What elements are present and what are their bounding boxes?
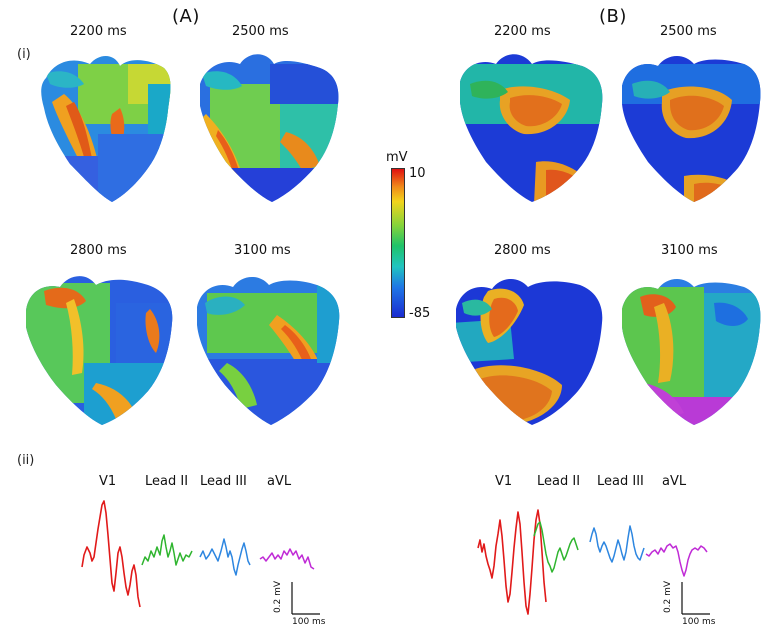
panel-a-ecg-trace-lead-iii [199, 538, 251, 576]
panel-b-ecg-trace-v1 [477, 509, 547, 615]
panel-b-lead-label-v1: V1 [495, 474, 513, 489]
section-ii-label: (ii) [17, 453, 35, 468]
panel-a-lead-label-avl: aVL [267, 474, 292, 489]
panel-b-ecg-trace-avl [645, 543, 708, 577]
panel-b-time-label-2800: 2800 ms [494, 243, 551, 258]
heart-map-a-2200 [28, 44, 188, 204]
heart-map-a-3100 [187, 263, 352, 428]
panel-a-time-label-2500: 2500 ms [232, 24, 289, 39]
panel-a-scalebar-voltage-label: 0.2 mV [273, 580, 284, 614]
panel-a-scalebar [291, 582, 320, 615]
panel-b-title: (B) [599, 6, 627, 27]
colorbar-max-label: 10 [409, 166, 426, 181]
colorbar-unit-label: mV [386, 150, 408, 165]
panel-a-time-label-2200: 2200 ms [70, 24, 127, 39]
heart-map-b-2500 [614, 44, 763, 204]
panel-a-lead-label-v1: V1 [99, 474, 117, 489]
panel-b-lead-label-lead-ii: Lead II [537, 474, 581, 489]
panel-b-ecg-traces [477, 509, 708, 615]
panel-b-ecg-trace-lead-iii [589, 525, 645, 563]
colorbar [391, 168, 405, 318]
panel-b-lead-label-lead-iii: Lead III [597, 474, 644, 489]
heart-map-b-2200 [450, 44, 615, 204]
panel-b-lead-label-avl: aVL [662, 474, 687, 489]
panel-b-time-label-2200: 2200 ms [494, 24, 551, 39]
panel-a-ecg-traces [81, 500, 315, 608]
panel-b-time-label-2500: 2500 ms [660, 24, 717, 39]
panel-b-scalebar [681, 582, 710, 615]
panel-b-scalebar-voltage-label: 0.2 mV [663, 580, 674, 614]
section-i-label: (i) [17, 47, 31, 62]
panel-a-ecg-trace-v1 [81, 500, 141, 608]
colorbar-min-label: -85 [409, 306, 431, 321]
heart-map-a-2500 [190, 44, 355, 204]
panel-a-lead-label-lead-iii: Lead III [200, 474, 247, 489]
panel-b-ecg-trace-lead-ii [533, 521, 579, 573]
panel-b-scalebar-time-label: 100 ms [682, 617, 716, 627]
panel-a-time-label-2800: 2800 ms [70, 243, 127, 258]
heart-map-b-3100 [614, 263, 763, 428]
panel-a-lead-label-lead-ii: Lead II [145, 474, 189, 489]
panel-b-time-label-3100: 3100 ms [661, 243, 718, 258]
panel-a-title: (A) [172, 6, 200, 27]
panel-a-ecg-trace-avl [259, 548, 315, 570]
heart-map-a-2800 [20, 263, 185, 428]
panel-a-scalebar-time-label: 100 ms [292, 617, 326, 627]
panel-a-time-label-3100: 3100 ms [234, 243, 291, 258]
panel-a-ecg-trace-lead-ii [141, 534, 193, 566]
heart-map-b-2800 [450, 263, 615, 428]
